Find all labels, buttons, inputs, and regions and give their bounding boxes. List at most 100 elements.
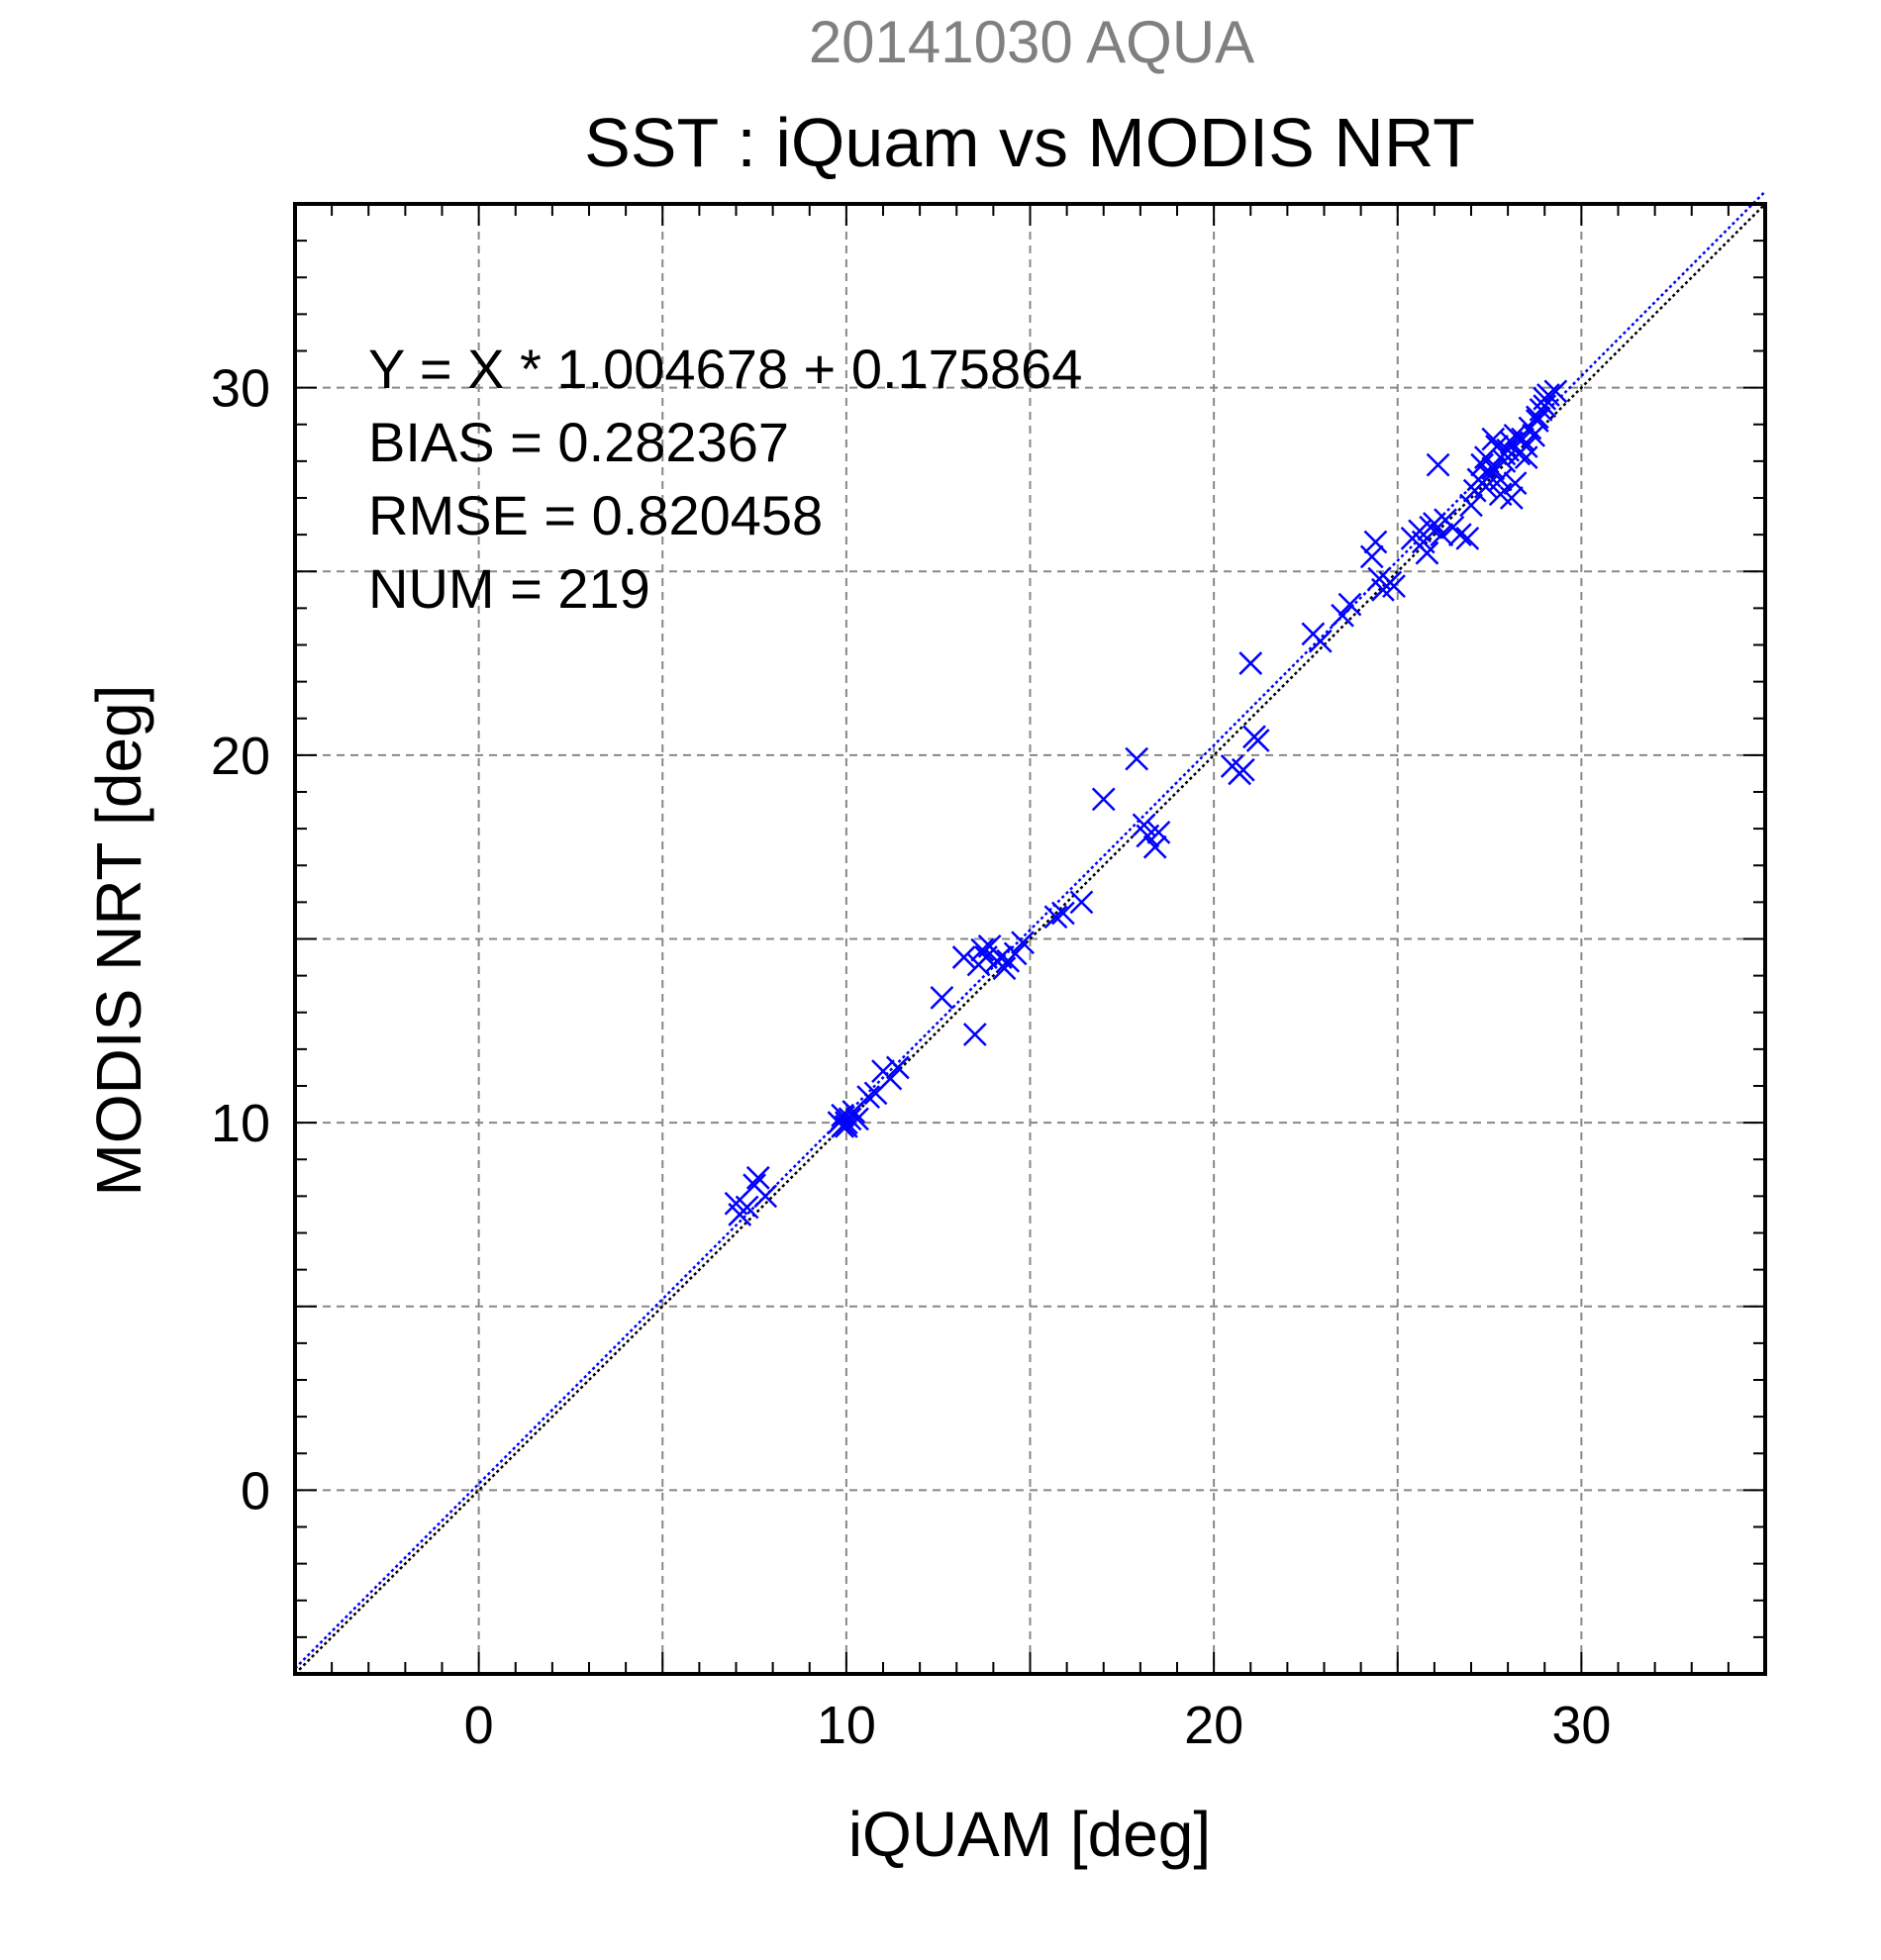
y-tick-label: 20: [211, 727, 270, 786]
data-point-stroke: [1499, 486, 1524, 510]
data-point: [1525, 405, 1549, 430]
y-tick-label: 0: [241, 1461, 270, 1520]
data-point-stroke: [856, 1085, 881, 1110]
data-point: [1043, 905, 1068, 930]
stat-equation: Y = X * 1.004678 + 0.175864: [368, 338, 1082, 400]
stat-bias: BIAS = 0.282367: [368, 411, 789, 473]
data-point: [1473, 474, 1498, 499]
data-point: [845, 1107, 869, 1131]
data-point-stroke: [1525, 405, 1549, 430]
data-point: [1459, 493, 1483, 518]
data-point: [970, 937, 995, 962]
data-point: [1514, 435, 1538, 458]
data-point-stroke: [1146, 820, 1171, 844]
y-tick-label: 30: [211, 359, 270, 419]
data-point-stroke: [1470, 452, 1495, 477]
data-point-stroke: [885, 1055, 910, 1080]
data-point-stroke: [1430, 523, 1454, 547]
data-point-stroke: [1514, 435, 1538, 458]
data-point: [1142, 834, 1167, 859]
x-tick-label: 20: [1184, 1696, 1243, 1755]
data-point-stroke: [742, 1173, 766, 1198]
data-point-stroke: [1447, 523, 1472, 547]
data-point: [1238, 651, 1263, 675]
x-tick-label: 0: [464, 1696, 494, 1755]
data-point-stroke: [930, 986, 954, 1010]
data-point-stroke: [831, 1114, 855, 1138]
data-point: [831, 1114, 855, 1138]
data-point: [1481, 427, 1506, 451]
data-point: [1069, 890, 1094, 915]
data-point-stroke: [1363, 530, 1388, 554]
data-point: [1447, 523, 1472, 547]
data-point: [951, 945, 976, 969]
data-point-stroke: [1132, 813, 1156, 837]
x-axis-label: iQUAM [deg]: [848, 1799, 1211, 1870]
data-point: [1051, 901, 1075, 926]
data-point-stroke: [992, 956, 1017, 981]
data-point: [1231, 757, 1255, 782]
data-point: [878, 1066, 903, 1091]
data-point-stroke: [878, 1066, 903, 1091]
data-point-stroke: [1125, 746, 1149, 771]
data-point: [1415, 540, 1439, 565]
data-point: [1363, 530, 1388, 554]
data-point: [753, 1184, 778, 1209]
data-point-stroke: [1415, 540, 1439, 565]
data-point: [1359, 544, 1384, 569]
data-point-stroke: [1481, 456, 1506, 481]
data-point-stroke: [735, 1195, 759, 1220]
data-point-stroke: [1533, 394, 1557, 419]
data-point: [1337, 592, 1362, 617]
data-point: [856, 1085, 881, 1110]
data-point: [1146, 820, 1171, 844]
data-point: [1331, 603, 1354, 628]
chart-title: SST : iQuam vs MODIS NRT: [584, 104, 1475, 181]
data-point-stroke: [1492, 441, 1517, 466]
stats-box: Y = X * 1.004678 + 0.175864 BIAS = 0.282…: [368, 338, 1082, 620]
data-point-stroke: [970, 937, 995, 962]
data-point-stroke: [1142, 834, 1167, 859]
data-point-stroke: [1382, 574, 1406, 598]
data-point-stroke: [1367, 566, 1392, 591]
tick-labels: 0 10 20 30 0 10 20 30: [211, 359, 1611, 1755]
data-point-stroke: [1426, 452, 1450, 477]
data-point-stroke: [1331, 603, 1354, 628]
chart-supertitle: 20141030 AQUA: [809, 9, 1254, 75]
data-point-stroke: [951, 945, 976, 969]
data-point-stroke: [1473, 474, 1498, 499]
data-point: [1481, 456, 1506, 481]
data-point: [745, 1165, 770, 1190]
data-point: [885, 1055, 910, 1080]
data-point: [962, 1023, 987, 1046]
data-point: [1011, 931, 1035, 955]
data-point-stroke: [1503, 471, 1528, 496]
data-point: [1503, 471, 1528, 496]
data-point: [1522, 424, 1545, 447]
data-point-stroke: [1514, 445, 1538, 470]
data-points: [724, 379, 1568, 1226]
data-point-stroke: [745, 1165, 770, 1190]
data-point: [1430, 523, 1454, 547]
plot-frame: [293, 202, 1767, 1676]
data-point: [930, 986, 954, 1010]
data-point: [1514, 445, 1538, 470]
data-point-stroke: [724, 1191, 748, 1216]
data-point-stroke: [1043, 905, 1068, 930]
data-point: [1499, 486, 1524, 510]
data-point-stroke: [1051, 901, 1075, 926]
data-point-stroke: [1522, 424, 1545, 447]
identity-line: [294, 203, 1766, 1675]
data-point-stroke: [1359, 544, 1384, 569]
data-point: [735, 1195, 759, 1220]
data-point-stroke: [1337, 592, 1362, 617]
data-point-stroke: [988, 945, 1013, 969]
data-point-stroke: [1459, 493, 1483, 518]
x-tick-label: 30: [1551, 1696, 1611, 1755]
data-point-stroke: [1503, 424, 1528, 447]
data-point: [1245, 729, 1270, 752]
data-point: [1492, 441, 1517, 466]
data-point-stroke: [1481, 427, 1506, 451]
y-tick-label: 10: [211, 1094, 270, 1153]
